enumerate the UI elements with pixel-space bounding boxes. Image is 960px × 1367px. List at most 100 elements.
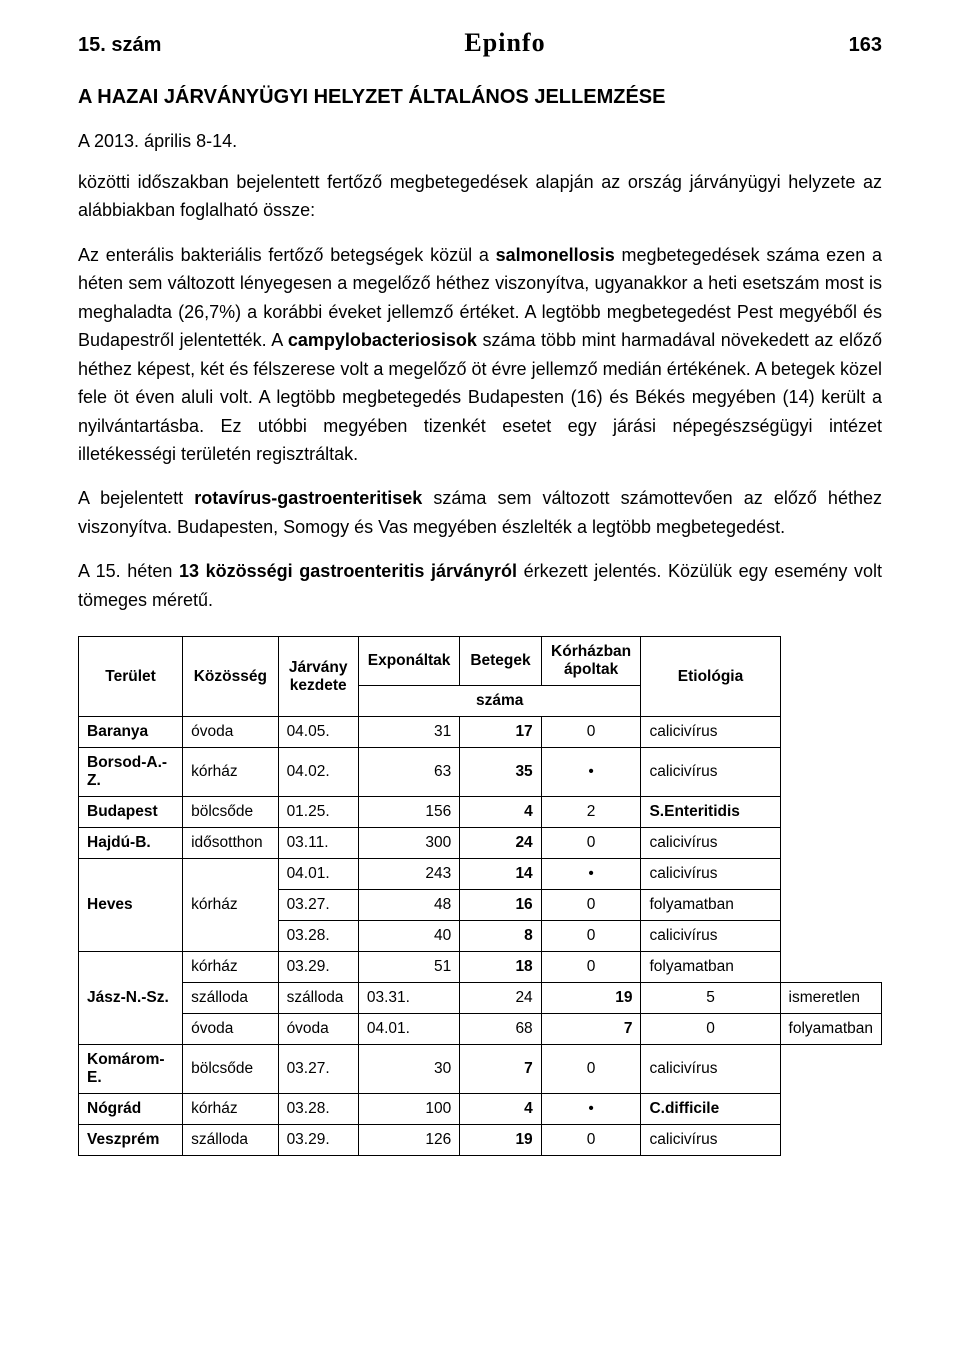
cell-etiology: calicivírus [641,921,780,952]
cell-patients: 8 [460,921,541,952]
subtitle: A 2013. április 8-14. [78,131,882,152]
cell-etiology: calicivírus [641,859,780,890]
table-row: Budapestbölcsőde01.25.15642S.Enteritidis [79,797,882,828]
col-count-label: száma [358,686,641,717]
cell-exposed: 63 [358,748,459,797]
cell-patients: 7 [460,1045,541,1094]
cell-start: 03.27. [278,890,358,921]
cell-exposed: 51 [358,952,459,983]
cell-community: óvoda [183,1014,278,1045]
cell-community: idősotthon [183,828,278,859]
cell-area: Nógrád [79,1094,183,1125]
cell-patients: 7 [541,1014,641,1045]
cell-hospital: 0 [541,828,641,859]
cell-start: 04.01. [278,859,358,890]
cell-etiology: folyamatban [641,952,780,983]
cell-exposed: 31 [358,717,459,748]
cell-patients: 17 [460,717,541,748]
outbreak-table: Terület Közösség Járvány kezdete Exponál… [78,636,882,1156]
cell-exposed: 156 [358,797,459,828]
col-exposed: Exponáltak [358,637,459,686]
cell-patients: 24 [460,828,541,859]
table-row: Borsod-A.-Z.kórház04.02.6335•calicivírus [79,748,882,797]
col-community: Közösség [183,637,278,717]
cell-etiology: folyamatban [641,890,780,921]
paragraph-1: közötti időszakban bejelentett fertőző m… [78,168,882,225]
cell-hospital: 0 [541,1045,641,1094]
cell-etiology: calicivírus [641,1125,780,1156]
header: 15. szám Epinfo 163 [78,28,882,58]
cell-start: 01.25. [278,797,358,828]
cell-hospital: 5 [641,983,780,1014]
cell-area: Jász-N.-Sz. [79,952,183,1045]
table-row: óvodaóvoda04.01.6870folyamatban [79,1014,882,1045]
cell-etiology: ismeretlen [780,983,881,1014]
cell-start: 04.01. [358,1014,459,1045]
cell-community: óvoda [183,717,278,748]
cell-exposed: 30 [358,1045,459,1094]
col-start: Járvány kezdete [278,637,358,717]
cell-exposed: 48 [358,890,459,921]
cell-exposed: 68 [460,1014,541,1045]
cell-patients: 4 [460,797,541,828]
cell-etiology: C.difficile [641,1094,780,1125]
header-left: 15. szám [78,34,161,57]
table-row: szállodaszálloda03.31.24195ismeretlen [79,983,882,1014]
col-etiology: Etiológia [641,637,780,717]
cell-area: Heves [79,859,183,952]
cell-start: 03.28. [278,921,358,952]
cell-etiology: folyamatban [780,1014,881,1045]
cell-patients: 14 [460,859,541,890]
col-hospital: Kórházban ápoltak [541,637,641,686]
cell-start: 03.29. [278,952,358,983]
cell-hospital: 2 [541,797,641,828]
cell-community: bölcsőde [183,1045,278,1094]
cell-hospital: 0 [541,890,641,921]
cell-community: szálloda [183,983,278,1014]
cell-etiology: calicivírus [641,717,780,748]
cell-etiology: calicivírus [641,828,780,859]
cell-patients: 18 [460,952,541,983]
table-row: Hajdú-B.idősotthon03.11.300240calicivíru… [79,828,882,859]
table-row: Jász-N.-Sz.kórház03.29.51180folyamatban [79,952,882,983]
table-head: Terület Közösség Járvány kezdete Exponál… [79,637,882,717]
cell-start: 04.02. [278,748,358,797]
cell-patients: 35 [460,748,541,797]
table-row: Komárom-E.bölcsőde03.27.3070calicivírus [79,1045,882,1094]
cell-community: kórház [183,859,278,952]
paragraph-3: A bejelentett rotavírus-gastroenteritise… [78,484,882,541]
table-row: Nógrádkórház03.28.1004•C.difficile [79,1094,882,1125]
cell-start: 03.29. [278,1125,358,1156]
table-row: Veszprémszálloda03.29.126190calicivírus [79,1125,882,1156]
cell-start: 03.31. [358,983,459,1014]
cell-community: szálloda [278,983,358,1014]
cell-community: kórház [183,1094,278,1125]
table-row: Baranyaóvoda04.05.31170calicivírus [79,717,882,748]
cell-community: óvoda [278,1014,358,1045]
cell-etiology: S.Enteritidis [641,797,780,828]
cell-start: 04.05. [278,717,358,748]
section-title: A HAZAI JÁRVÁNYÜGYI HELYZET ÁLTALÁNOS JE… [78,86,882,109]
header-page-number: 163 [849,34,882,57]
cell-community: kórház [183,748,278,797]
page: 15. szám Epinfo 163 A HAZAI JÁRVÁNYÜGYI … [0,0,960,1367]
cell-hospital: • [541,859,641,890]
cell-start: 03.28. [278,1094,358,1125]
cell-etiology: calicivírus [641,1045,780,1094]
col-patients: Betegek [460,637,541,686]
cell-hospital: • [541,748,641,797]
cell-area: Hajdú-B. [79,828,183,859]
table-row: Heveskórház04.01.24314•calicivírus [79,859,882,890]
cell-area: Budapest [79,797,183,828]
cell-community: bölcsőde [183,797,278,828]
header-center-logo: Epinfo [464,28,545,58]
cell-area: Komárom-E. [79,1045,183,1094]
cell-hospital: 0 [541,952,641,983]
cell-hospital: 0 [541,921,641,952]
cell-start: 03.27. [278,1045,358,1094]
cell-area: Veszprém [79,1125,183,1156]
cell-exposed: 300 [358,828,459,859]
cell-area: Borsod-A.-Z. [79,748,183,797]
cell-patients: 19 [541,983,641,1014]
cell-hospital: 0 [541,1125,641,1156]
